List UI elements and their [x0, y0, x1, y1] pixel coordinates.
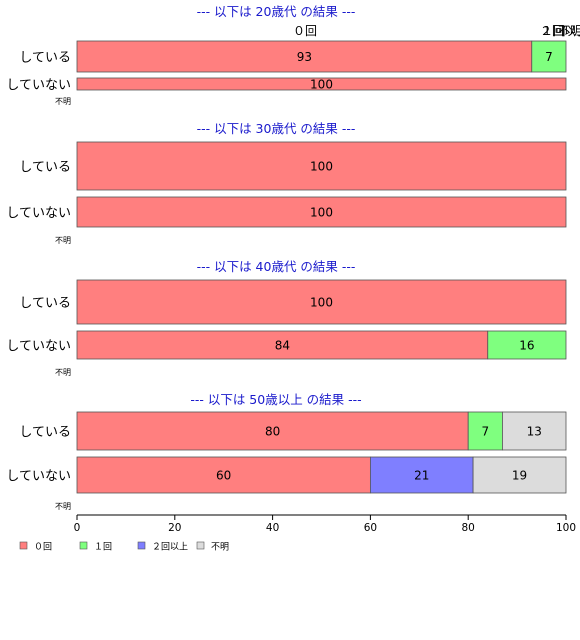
data-label: 13	[527, 425, 542, 439]
category-label: 不明	[55, 368, 71, 377]
legend-swatch	[79, 541, 88, 550]
bar-segment	[467, 411, 503, 451]
category-label: している	[19, 296, 71, 311]
bar-segment	[76, 40, 533, 73]
legend-swatch	[19, 541, 28, 550]
bar-segment	[487, 330, 567, 360]
data-label: 93	[297, 50, 312, 64]
category-label: している	[19, 425, 71, 440]
bar-segment	[76, 196, 567, 228]
x-tick-label: 100	[556, 522, 576, 534]
category-label: していない	[6, 339, 71, 354]
data-label: 100	[310, 206, 333, 220]
data-label: 21	[414, 469, 429, 483]
legend-label: 不明	[211, 542, 229, 553]
bar-segment	[472, 456, 567, 494]
category-label: していない	[6, 206, 71, 221]
legend-swatch	[196, 541, 205, 550]
category-label: していない	[6, 469, 71, 484]
bar-segment	[76, 77, 567, 91]
bar-segment	[502, 411, 567, 451]
x-tick-label: 0	[74, 522, 81, 534]
data-label: 100	[310, 296, 333, 310]
category-label: 不明	[55, 502, 71, 511]
data-label: 100	[310, 160, 333, 174]
data-label: 100	[310, 78, 333, 92]
category-label: 不明	[55, 97, 71, 106]
data-label: 19	[512, 469, 527, 483]
group-title: --- 以下は 20歳代 の結果 ---	[197, 4, 356, 19]
category-label: していない	[6, 78, 71, 93]
legend-swatch	[137, 541, 146, 550]
bar-segment	[369, 456, 474, 494]
legend-label: １回	[94, 542, 112, 553]
category-label: している	[19, 51, 71, 66]
bar-segment	[76, 411, 469, 451]
data-label: 7	[481, 425, 489, 439]
group-title: --- 以下は 50歳以上 の結果 ---	[190, 392, 361, 407]
bar-segment	[531, 40, 567, 73]
top-annotation-label: ０回	[293, 24, 317, 38]
top-annotation-label: １回	[541, 24, 565, 38]
group-title: --- 以下は 40歳代 の結果 ---	[197, 259, 356, 274]
top-annotation-label: 不明	[558, 24, 580, 38]
data-label: 7	[545, 50, 553, 64]
bar-segment	[76, 279, 567, 325]
x-tick-label: 40	[266, 522, 279, 534]
data-label: 60	[216, 469, 231, 483]
group-title: --- 以下は 30歳代 の結果 ---	[197, 121, 356, 136]
legend-label: ０回	[34, 542, 52, 553]
x-tick-label: 60	[364, 522, 377, 534]
bar-segment	[76, 330, 489, 360]
x-tick-label: 80	[462, 522, 475, 534]
category-label: 不明	[55, 236, 71, 245]
data-label: 84	[275, 339, 290, 353]
data-label: 80	[265, 425, 280, 439]
category-label: している	[19, 160, 71, 175]
legend-label: ２回以上	[152, 542, 188, 553]
bar-segment	[76, 456, 371, 494]
data-label: 16	[519, 339, 534, 353]
x-tick-label: 20	[168, 522, 181, 534]
top-annotation-label: ２回以上	[540, 24, 580, 38]
bar-segment	[76, 141, 567, 191]
